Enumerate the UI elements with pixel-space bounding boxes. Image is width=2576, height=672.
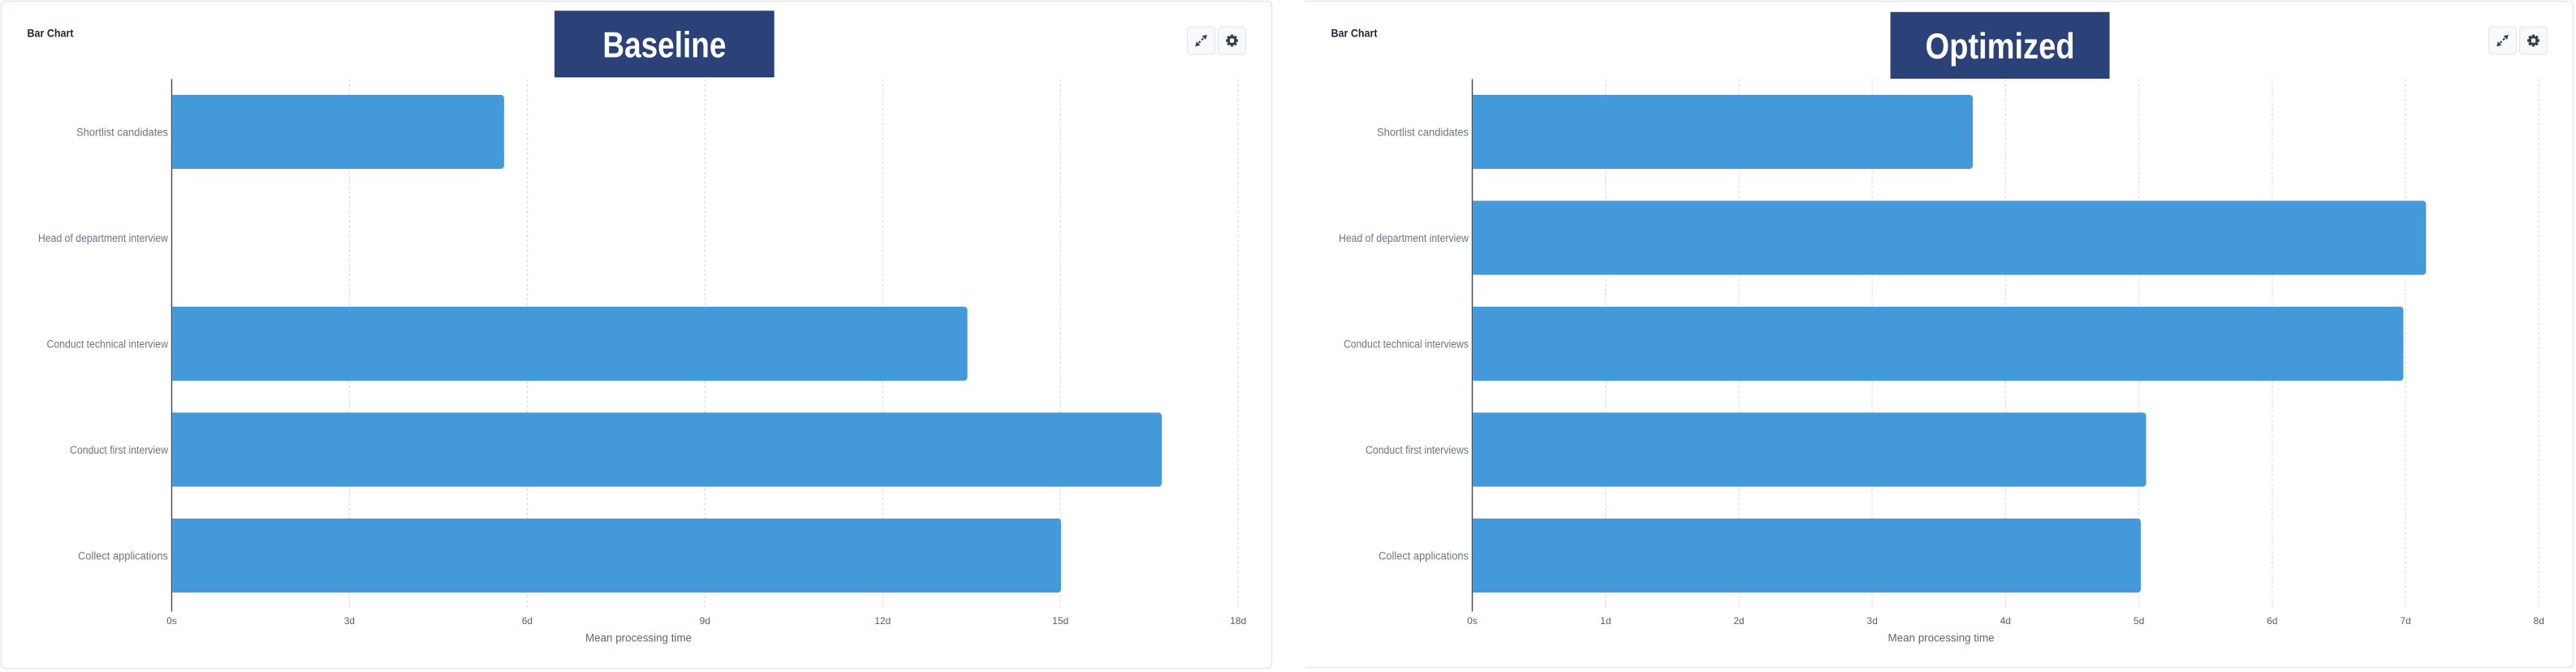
svg-text:8d: 8d — [2534, 615, 2544, 627]
svg-text:Bar Chart: Bar Chart — [1331, 27, 1378, 40]
svg-text:1d: 1d — [1600, 615, 1611, 627]
svg-text:Conduct first interviews: Conduct first interviews — [1366, 444, 1469, 456]
svg-text:Bar Chart: Bar Chart — [28, 27, 74, 40]
svg-text:3d: 3d — [1866, 615, 1877, 627]
svg-text:15d: 15d — [1052, 615, 1068, 627]
svg-text:Conduct technical interview: Conduct technical interview — [47, 338, 169, 350]
svg-text:Mean processing time: Mean processing time — [1888, 632, 1995, 644]
svg-text:9d: 9d — [700, 615, 710, 627]
svg-text:Collect applications: Collect applications — [78, 549, 168, 562]
svg-text:18d: 18d — [1230, 615, 1246, 627]
svg-text:Collect applications: Collect applications — [1379, 549, 1469, 562]
svg-text:0s: 0s — [1467, 615, 1478, 627]
svg-text:3d: 3d — [344, 615, 355, 627]
svg-text:Mean processing time: Mean processing time — [585, 632, 692, 644]
svg-text:Shortlist candidates: Shortlist candidates — [76, 126, 168, 138]
svg-text:Shortlist candidates: Shortlist candidates — [1377, 126, 1469, 138]
svg-text:Conduct technical interviews: Conduct technical interviews — [1344, 338, 1469, 350]
svg-text:2d: 2d — [1733, 615, 1744, 627]
svg-text:4d: 4d — [2000, 615, 2011, 627]
svg-text:Head of department interview: Head of department interview — [1339, 232, 1469, 244]
svg-text:6d: 6d — [2267, 615, 2277, 627]
svg-text:7d: 7d — [2400, 615, 2410, 627]
svg-text:0s: 0s — [166, 615, 177, 627]
svg-text:Conduct first interview: Conduct first interview — [70, 444, 168, 456]
svg-text:Head of department interview: Head of department interview — [38, 232, 168, 244]
svg-text:Optimized: Optimized — [1926, 27, 2075, 67]
svg-text:6d: 6d — [522, 615, 533, 627]
svg-text:5d: 5d — [2134, 615, 2144, 627]
svg-text:12d: 12d — [874, 615, 891, 627]
svg-text:Baseline: Baseline — [602, 25, 726, 65]
